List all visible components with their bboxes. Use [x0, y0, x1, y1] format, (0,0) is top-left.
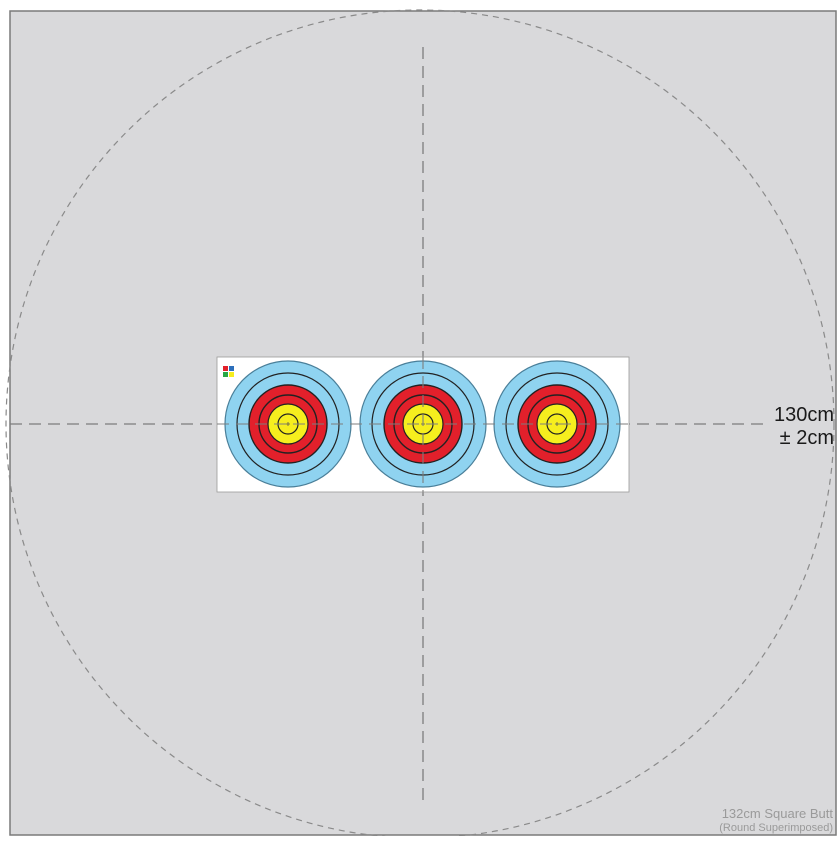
world-archery-logo-icon: [223, 366, 234, 377]
caption-subtitle: (Round Superimposed): [719, 822, 833, 834]
tolerance-label: ± 2cm: [779, 427, 834, 449]
center-cross-mark: [286, 422, 290, 426]
dimension-label: 130cm: [773, 404, 834, 426]
target-face-1: [224, 360, 352, 488]
caption-title: 132cm Square Butt: [721, 806, 833, 821]
target-face-3: [493, 360, 621, 488]
center-cross-mark: [555, 422, 559, 426]
